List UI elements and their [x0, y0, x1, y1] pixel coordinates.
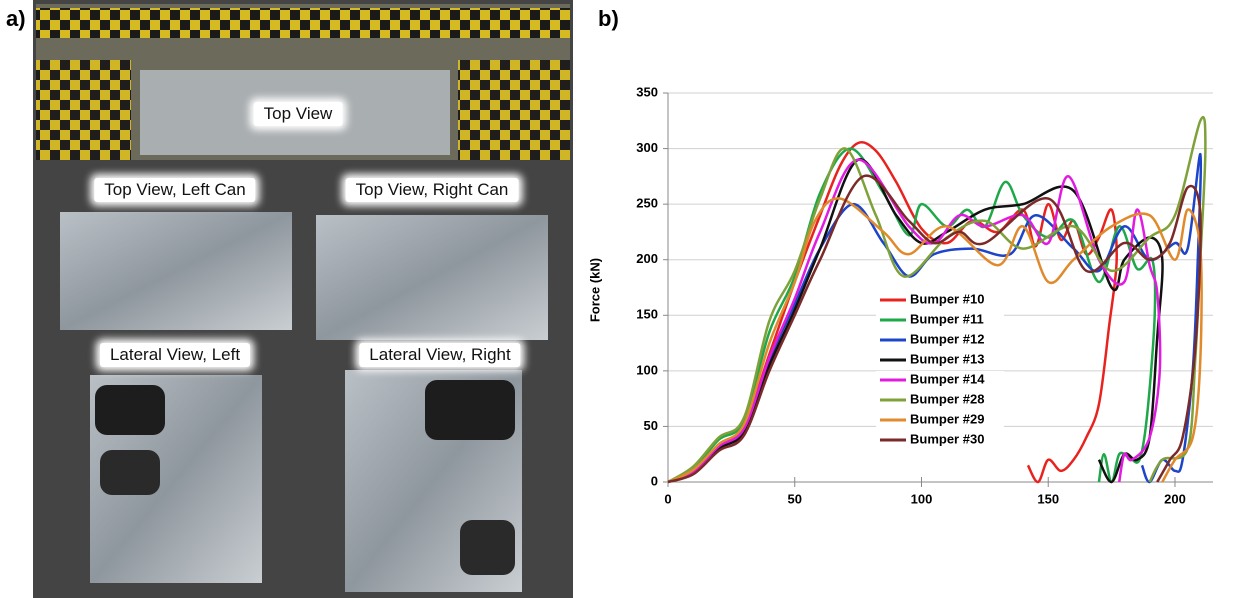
- legend-label: Bumper #11: [910, 311, 984, 326]
- legend-bg: [876, 371, 1004, 389]
- photo-detail: [458, 60, 570, 160]
- photo-detail: [95, 385, 165, 435]
- x-tick-label: 0: [664, 491, 671, 506]
- y-tick-label: 50: [644, 418, 658, 433]
- photo-label: Top View, Right Can: [345, 178, 519, 202]
- x-tick-label: 50: [788, 491, 802, 506]
- panel-label: b): [598, 6, 619, 31]
- series-line: [667, 197, 1203, 484]
- legend-label: Bumper #29: [910, 411, 984, 426]
- y-tick-label: 0: [651, 473, 658, 488]
- y-tick-label: 150: [636, 307, 658, 322]
- y-tick-label: 250: [636, 196, 658, 211]
- photo-right-can: [316, 215, 548, 340]
- photo-label: Lateral View, Left: [99, 343, 251, 367]
- legend-bg: [876, 311, 1004, 329]
- photo-detail: [460, 520, 515, 575]
- photo-detail: [36, 60, 131, 160]
- legend-bg: [876, 351, 1004, 369]
- photo-left-can: [60, 212, 292, 330]
- series-line: [667, 158, 1162, 484]
- legend-label: Bumper #28: [910, 391, 984, 406]
- y-tick-label: 200: [636, 251, 658, 266]
- legend-bg: [876, 331, 1004, 349]
- x-tick-label: 100: [911, 491, 933, 506]
- series-line: [667, 174, 1202, 484]
- legend-label: Bumper #10: [910, 291, 984, 306]
- x-tick-label: 200: [1164, 491, 1186, 506]
- legend-label: Bumper #13: [910, 351, 984, 366]
- photo-detail: [425, 380, 515, 440]
- y-axis-label: Force (kN): [587, 258, 602, 322]
- legend-bg: [876, 431, 1004, 449]
- photo-detail: [100, 450, 160, 495]
- y-tick-label: 350: [636, 84, 658, 99]
- photo-label: Top View: [253, 102, 343, 126]
- y-tick-label: 100: [636, 362, 658, 377]
- legend-label: Bumper #14: [910, 371, 985, 386]
- photo-label: Lateral View, Right: [359, 343, 521, 367]
- legend-bg: [876, 291, 1004, 309]
- panel-label: a): [6, 6, 26, 31]
- y-tick-label: 300: [636, 140, 658, 155]
- photo-label: Top View, Left Can: [94, 178, 256, 202]
- photo-detail: [36, 8, 570, 38]
- legend-bg: [876, 391, 1004, 409]
- legend-bg: [876, 411, 1004, 429]
- legend-label: Bumper #30: [910, 431, 984, 446]
- legend-label: Bumper #12: [910, 331, 984, 346]
- x-tick-label: 150: [1037, 491, 1059, 506]
